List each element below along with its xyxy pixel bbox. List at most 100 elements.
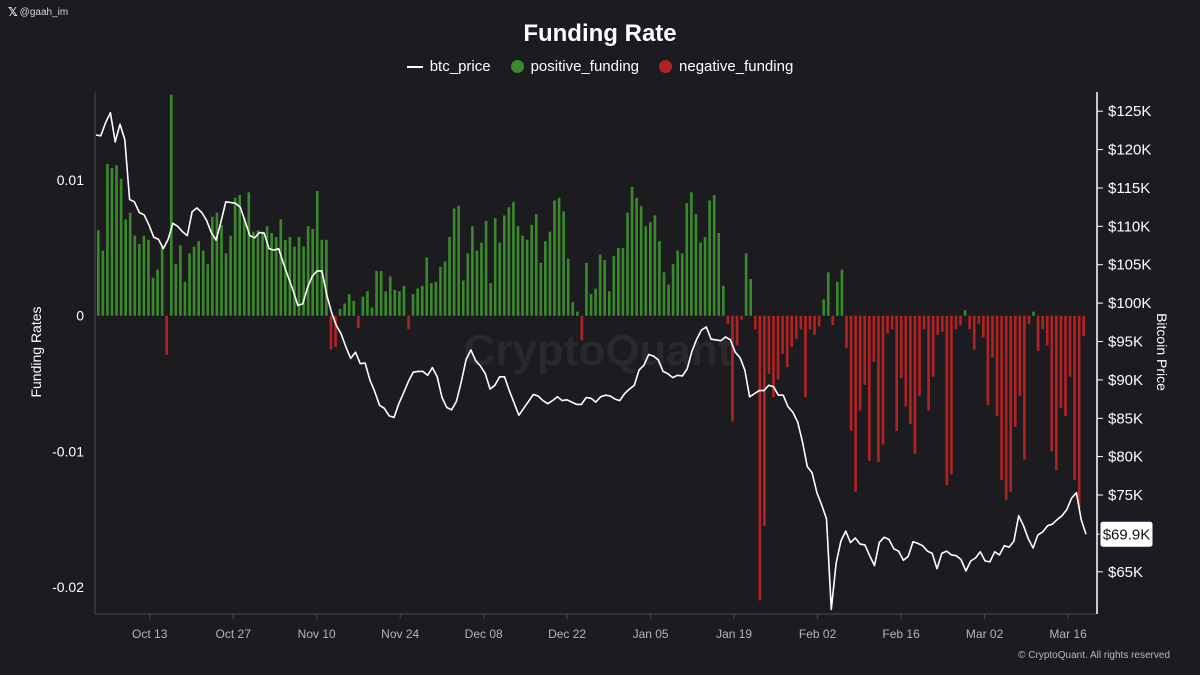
positive-funding-bar	[211, 216, 214, 316]
positive-funding-bar	[594, 288, 597, 316]
positive-funding-bar	[690, 192, 693, 316]
positive-funding-bar	[247, 192, 251, 316]
x-axis-ticks: Oct 13 Oct 27 Nov 10 Nov 24 Dec 08 Dec 22 Jan …	[132, 614, 1087, 641]
positive-funding-bar	[617, 247, 620, 316]
positive-funding-bar	[448, 237, 451, 316]
positive-funding-bar	[147, 239, 150, 316]
positive-funding-bar	[571, 302, 575, 316]
negative-funding-bar	[872, 315, 876, 362]
legend-item-btc-price[interactable]: btc_price	[406, 58, 491, 75]
positive-funding-bar	[671, 264, 675, 316]
last-price-marker: $69.9K	[1097, 520, 1154, 548]
x-axis-tick-label: Jan 19	[716, 627, 752, 641]
legend-item-negative-funding[interactable]: negative_funding	[659, 58, 793, 75]
positive-funding-bar	[471, 226, 474, 316]
positive-funding-bar	[721, 285, 725, 316]
bars-layer	[96, 94, 1086, 601]
negative-funding-bar	[799, 315, 803, 330]
positive-funding-bar	[192, 246, 196, 316]
positive-funding-bar	[279, 219, 283, 316]
red-dot-icon	[659, 60, 673, 73]
positive-funding-bar	[612, 256, 616, 316]
x-axis-tick-label: Dec 08	[465, 627, 503, 641]
negative-funding-bar	[863, 315, 867, 385]
positive-funding-bar	[562, 211, 565, 316]
negative-funding-bar	[407, 315, 410, 330]
negative-funding-bar	[1082, 315, 1086, 337]
left-axis-title: Funding Rates	[28, 306, 44, 397]
positive-funding-bar	[402, 285, 406, 316]
positive-funding-bar	[270, 233, 273, 316]
negative-funding-bar	[740, 315, 743, 320]
negative-funding-bar	[972, 315, 976, 350]
last-price-label: $69.9K	[1103, 527, 1151, 544]
author-handle-text: @gaah_im	[19, 6, 69, 18]
positive-funding-bar	[639, 205, 643, 316]
positive-funding-bar	[179, 245, 182, 316]
negative-funding-bar	[904, 315, 908, 407]
positive-funding-bar	[128, 212, 132, 316]
positive-funding-bar	[430, 283, 433, 316]
positive-funding-bar	[662, 272, 666, 316]
positive-funding-bar	[398, 291, 401, 316]
negative-funding-bar	[954, 315, 958, 330]
negative-funding-bar	[808, 315, 812, 330]
negative-funding-bar	[726, 315, 730, 324]
positive-funding-bar	[110, 167, 114, 316]
positive-funding-bar	[238, 195, 242, 316]
right-axis-tick-label: $110K	[1108, 218, 1150, 235]
negative-funding-bar	[895, 315, 898, 431]
negative-funding-bar	[763, 315, 766, 526]
negative-funding-bar	[776, 315, 780, 380]
positive-funding-bar	[484, 220, 488, 316]
positive-funding-bar	[206, 264, 210, 316]
positive-funding-bar	[343, 303, 346, 316]
positive-funding-bar	[311, 228, 315, 316]
positive-funding-bar	[361, 296, 365, 316]
negative-funding-bar	[804, 315, 807, 398]
positive-funding-bar	[708, 200, 711, 316]
positive-funding-bar	[635, 197, 638, 316]
legend-label-btc-price: btc_price	[429, 58, 491, 75]
x-axis-tick-label: Mar 16	[1049, 627, 1087, 641]
positive-funding-bar	[644, 226, 648, 316]
right-axis-tick-label: $75K	[1108, 487, 1143, 504]
positive-funding-bar	[598, 254, 602, 316]
negative-funding-bar	[845, 315, 848, 349]
positive-funding-bar	[201, 250, 205, 316]
author-handle: 𝕏 @gaah_im	[8, 5, 68, 19]
negative-funding-bar	[1045, 315, 1049, 346]
positive-funding-bar	[744, 253, 748, 316]
positive-funding-bar	[548, 231, 552, 316]
negative-funding-bar	[940, 315, 944, 332]
chart-title: Funding Rate	[523, 20, 677, 47]
left-axis-tick-label: 0	[76, 308, 84, 324]
copyright-notice: © CryptoQuant. All rights reserved	[1018, 650, 1170, 661]
negative-funding-bar	[1068, 315, 1072, 377]
right-axis-tick-label: $115K	[1108, 180, 1150, 197]
legend-item-positive-funding[interactable]: positive_funding	[510, 58, 639, 75]
positive-funding-bar	[685, 203, 689, 316]
positive-funding-bar	[439, 266, 442, 316]
left-axis-ticks: 0.01 0 -0.01 -0.02	[52, 172, 84, 595]
negative-funding-bar	[936, 315, 940, 335]
negative-funding-bar	[854, 315, 857, 492]
negative-funding-bar	[867, 315, 871, 461]
positive-funding-bar	[229, 235, 232, 316]
negative-funding-bar	[165, 315, 169, 356]
positive-funding-bar	[101, 250, 105, 316]
negative-funding-bar	[334, 315, 337, 347]
negative-funding-bar	[781, 315, 784, 354]
positive-funding-bar	[188, 253, 191, 316]
positive-funding-bar	[160, 246, 164, 316]
positive-funding-bar	[320, 239, 324, 316]
negative-funding-bar	[927, 315, 930, 411]
negative-funding-bar	[1004, 315, 1008, 501]
negative-funding-bar	[991, 315, 994, 358]
positive-funding-bar	[822, 299, 825, 316]
positive-funding-bar	[306, 226, 310, 316]
negative-funding-bar	[931, 315, 935, 377]
negative-funding-bar	[758, 315, 762, 601]
positive-funding-bar	[420, 285, 424, 316]
positive-funding-bar	[242, 218, 246, 316]
